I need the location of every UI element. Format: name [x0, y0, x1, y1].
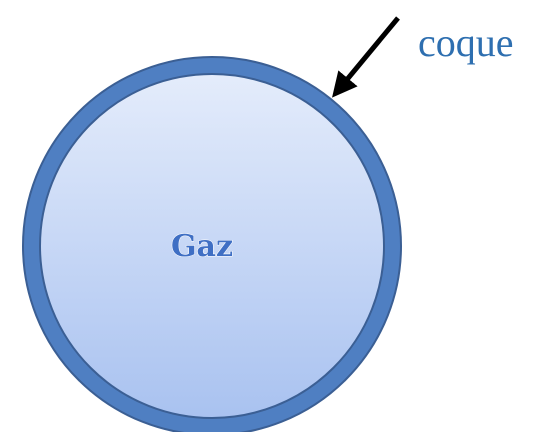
gas-core — [39, 73, 385, 419]
arrow — [332, 16, 400, 98]
center-label: Gaz — [171, 229, 233, 264]
shell-label: coque — [418, 20, 514, 65]
